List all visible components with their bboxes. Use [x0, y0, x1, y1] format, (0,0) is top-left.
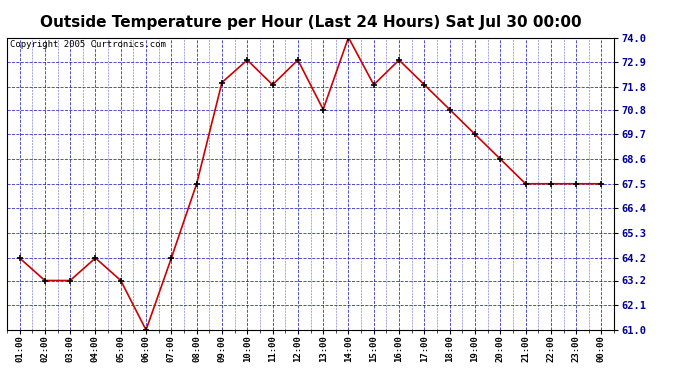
- Text: Outside Temperature per Hour (Last 24 Hours) Sat Jul 30 00:00: Outside Temperature per Hour (Last 24 Ho…: [40, 15, 581, 30]
- Text: Copyright 2005 Curtronics.com: Copyright 2005 Curtronics.com: [10, 40, 166, 50]
